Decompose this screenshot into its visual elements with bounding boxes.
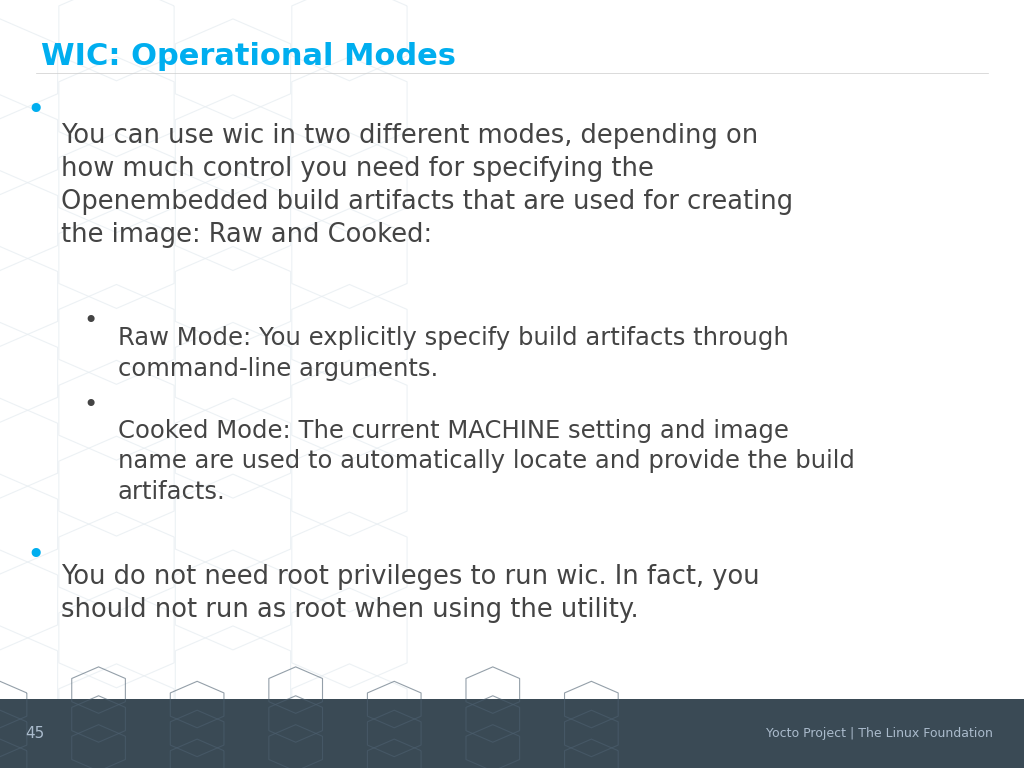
Text: Cooked Mode: The current MACHINE setting and image
name are used to automaticall: Cooked Mode: The current MACHINE setting… [118, 419, 855, 504]
Text: •: • [83, 393, 97, 417]
FancyBboxPatch shape [0, 699, 1024, 768]
Text: 45: 45 [26, 726, 45, 741]
Text: WIC: Operational Modes: WIC: Operational Modes [41, 42, 456, 71]
Text: Raw Mode: You explicitly specify build artifacts through
command-line arguments.: Raw Mode: You explicitly specify build a… [118, 326, 788, 381]
Text: •: • [27, 96, 45, 125]
Text: You can use wic in two different modes, depending on
how much control you need f: You can use wic in two different modes, … [61, 123, 794, 248]
Text: •: • [27, 541, 45, 571]
Text: •: • [83, 309, 97, 333]
Text: Yocto Project | The Linux Foundation: Yocto Project | The Linux Foundation [766, 727, 993, 740]
Text: You do not need root privileges to run wic. In fact, you
should not run as root : You do not need root privileges to run w… [61, 564, 760, 624]
